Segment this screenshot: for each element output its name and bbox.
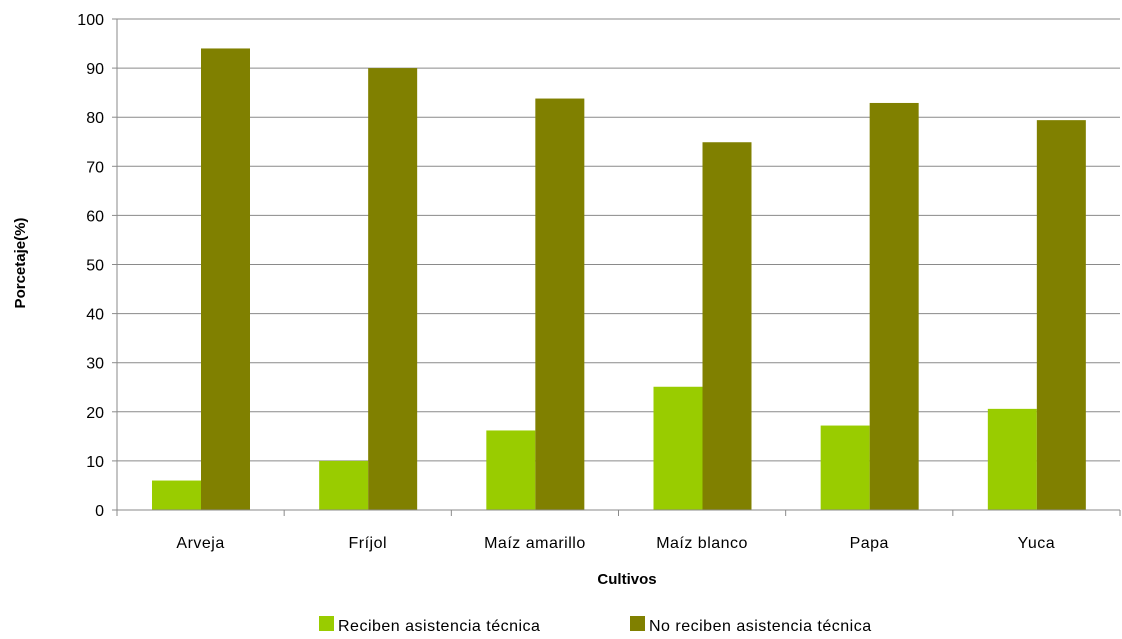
x-tick-label: Papa xyxy=(850,535,889,552)
y-tick-label: 0 xyxy=(95,503,104,520)
y-tick-label: 100 xyxy=(77,12,104,29)
x-tick-label: Arveja xyxy=(176,535,224,552)
bar xyxy=(653,386,703,510)
bar xyxy=(319,460,369,510)
axes xyxy=(112,18,1121,516)
bar xyxy=(869,102,919,510)
bars xyxy=(152,48,1086,511)
y-tick-label: 10 xyxy=(86,454,104,471)
legend-label-no-reciben: No reciben asistencia técnica xyxy=(649,618,872,634)
y-tick-label: 40 xyxy=(86,307,104,324)
y-tick-label: 60 xyxy=(86,208,104,225)
y-tick-label: 90 xyxy=(86,61,104,78)
bar xyxy=(820,425,870,510)
y-tick-label: 20 xyxy=(86,405,104,422)
gridlines xyxy=(117,18,1120,462)
bar xyxy=(535,98,585,511)
bar xyxy=(201,48,250,511)
bar xyxy=(368,68,418,510)
x-tick-label: Maíz blanco xyxy=(656,535,748,552)
bar xyxy=(1036,120,1086,510)
x-axis-title: Cultivos xyxy=(597,571,656,588)
bar xyxy=(987,408,1037,510)
y-tick-label: 70 xyxy=(86,159,104,176)
legend-swatch-reciben xyxy=(319,616,334,631)
y-tick-label: 50 xyxy=(86,258,104,275)
x-tick-label: Maíz amarillo xyxy=(484,535,586,552)
legend-label-reciben: Reciben asistencia técnica xyxy=(338,618,540,634)
x-tick-labels: Arveja Fríjol Maíz amarillo Maíz blanco Papa… xyxy=(176,535,1056,552)
y-tick-label: 80 xyxy=(86,110,104,127)
bar xyxy=(152,480,201,510)
x-tick-label: Fríjol xyxy=(348,535,387,552)
y-axis-title: Porcetaje(%) xyxy=(12,218,29,309)
bar xyxy=(486,430,536,510)
x-tick-label: Yuca xyxy=(1018,535,1056,552)
y-tick-label: 30 xyxy=(86,356,104,373)
y-tick-labels: 0 10 20 30 40 50 60 70 80 90 100 xyxy=(77,12,104,520)
bar xyxy=(702,142,752,510)
legend-swatch-no-reciben xyxy=(630,616,645,631)
legend: Reciben asistencia técnica No reciben as… xyxy=(319,616,872,635)
